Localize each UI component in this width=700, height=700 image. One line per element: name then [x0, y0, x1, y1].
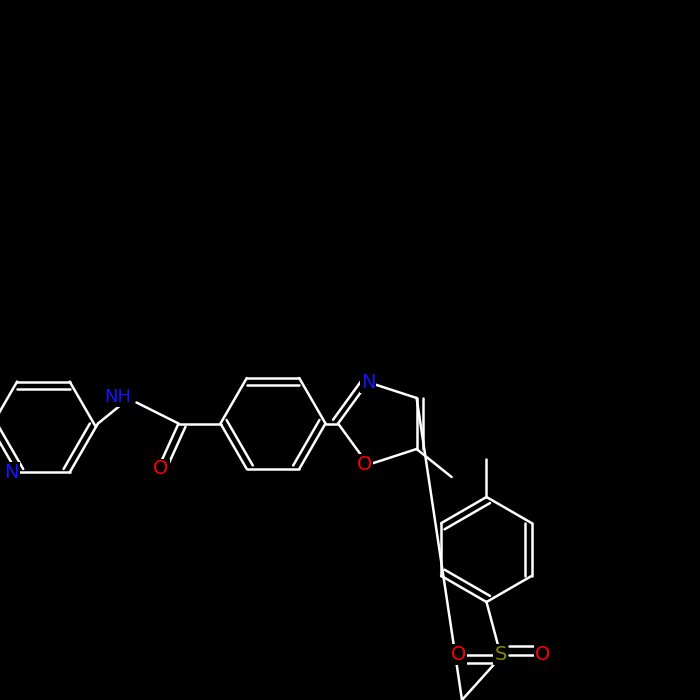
Text: NH: NH [104, 388, 131, 406]
Text: O: O [357, 455, 372, 475]
Text: O: O [451, 645, 466, 664]
Text: O: O [535, 645, 550, 664]
Text: N: N [4, 463, 19, 482]
Text: O: O [153, 459, 169, 479]
Text: N: N [360, 372, 375, 392]
Text: S: S [494, 645, 507, 664]
